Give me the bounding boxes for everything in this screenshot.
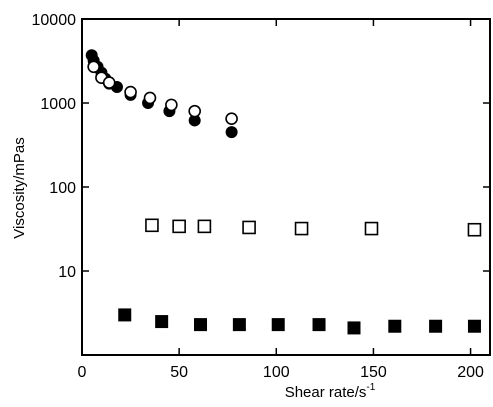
x-tick-label: 0 bbox=[78, 364, 87, 381]
data-point-open-circle bbox=[102, 76, 116, 89]
y-tick-label: 1000 bbox=[40, 96, 76, 113]
y-tick-label: 100 bbox=[49, 180, 76, 197]
data-point-open-circle bbox=[225, 112, 238, 126]
y-tick-label: 10000 bbox=[32, 12, 77, 29]
data-points bbox=[85, 49, 482, 335]
x-tick-label: 150 bbox=[360, 364, 387, 381]
x-axis-title-superscript: -1 bbox=[366, 382, 375, 393]
plot-area-border bbox=[81, 18, 491, 356]
data-point-open-circle bbox=[143, 91, 157, 105]
data-point-filled-square bbox=[467, 319, 481, 333]
data-point-filled-square bbox=[232, 318, 246, 332]
data-point-open-circle bbox=[188, 104, 201, 118]
x-tick-label: 100 bbox=[263, 364, 290, 381]
data-point-filled-square bbox=[271, 318, 285, 332]
x-tick-label: 200 bbox=[457, 364, 484, 381]
data-point-filled-circle bbox=[225, 126, 238, 139]
data-point-filled-square bbox=[429, 319, 443, 333]
y-axis-title: Viscosity/mPas bbox=[11, 137, 28, 238]
data-point-open-circle bbox=[165, 98, 178, 112]
data-point-filled-square bbox=[347, 321, 361, 335]
data-point-filled-square bbox=[118, 308, 132, 322]
axis-ticks bbox=[81, 18, 490, 355]
axis-tick-labels: 0 50 100 150 200 10 100 1000 10000 bbox=[32, 12, 485, 381]
data-point-open-square bbox=[172, 219, 186, 234]
data-point-open-square bbox=[145, 218, 159, 233]
y-tick-label: 10 bbox=[58, 264, 76, 281]
plot-frame bbox=[81, 18, 491, 356]
x-axis-title: Shear rate/s-1 bbox=[285, 382, 376, 401]
data-point-open-square bbox=[294, 221, 309, 236]
data-point-filled-square bbox=[194, 318, 208, 332]
data-point-filled-square bbox=[312, 318, 326, 332]
data-point-open-square bbox=[242, 220, 256, 235]
data-point-open-circle bbox=[124, 85, 137, 99]
data-point-filled-square bbox=[388, 319, 402, 333]
data-point-open-square bbox=[197, 219, 212, 234]
x-axis-title-text: Shear rate/s bbox=[285, 384, 367, 401]
data-point-open-square bbox=[364, 221, 379, 236]
data-point-open-circle bbox=[87, 60, 100, 74]
data-point-filled-square bbox=[155, 315, 169, 329]
data-point-open-square bbox=[467, 222, 482, 237]
x-tick-label: 50 bbox=[170, 364, 188, 381]
